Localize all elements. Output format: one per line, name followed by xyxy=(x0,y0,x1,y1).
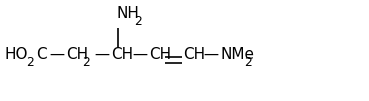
Text: C: C xyxy=(36,47,47,62)
Text: 2: 2 xyxy=(134,15,142,28)
Text: —: — xyxy=(199,47,224,62)
Text: —: — xyxy=(90,47,115,62)
Text: CH: CH xyxy=(183,47,205,62)
Text: NMe: NMe xyxy=(220,47,254,62)
Text: —: — xyxy=(128,47,153,62)
Text: 2: 2 xyxy=(82,56,90,69)
Text: CH: CH xyxy=(149,47,171,62)
Text: HO: HO xyxy=(4,47,28,62)
Text: 2: 2 xyxy=(244,56,252,69)
Text: —: — xyxy=(45,47,70,62)
Text: 2: 2 xyxy=(27,56,34,69)
Text: NH: NH xyxy=(117,6,139,21)
Text: CH: CH xyxy=(111,47,134,62)
Text: CH: CH xyxy=(66,47,88,62)
